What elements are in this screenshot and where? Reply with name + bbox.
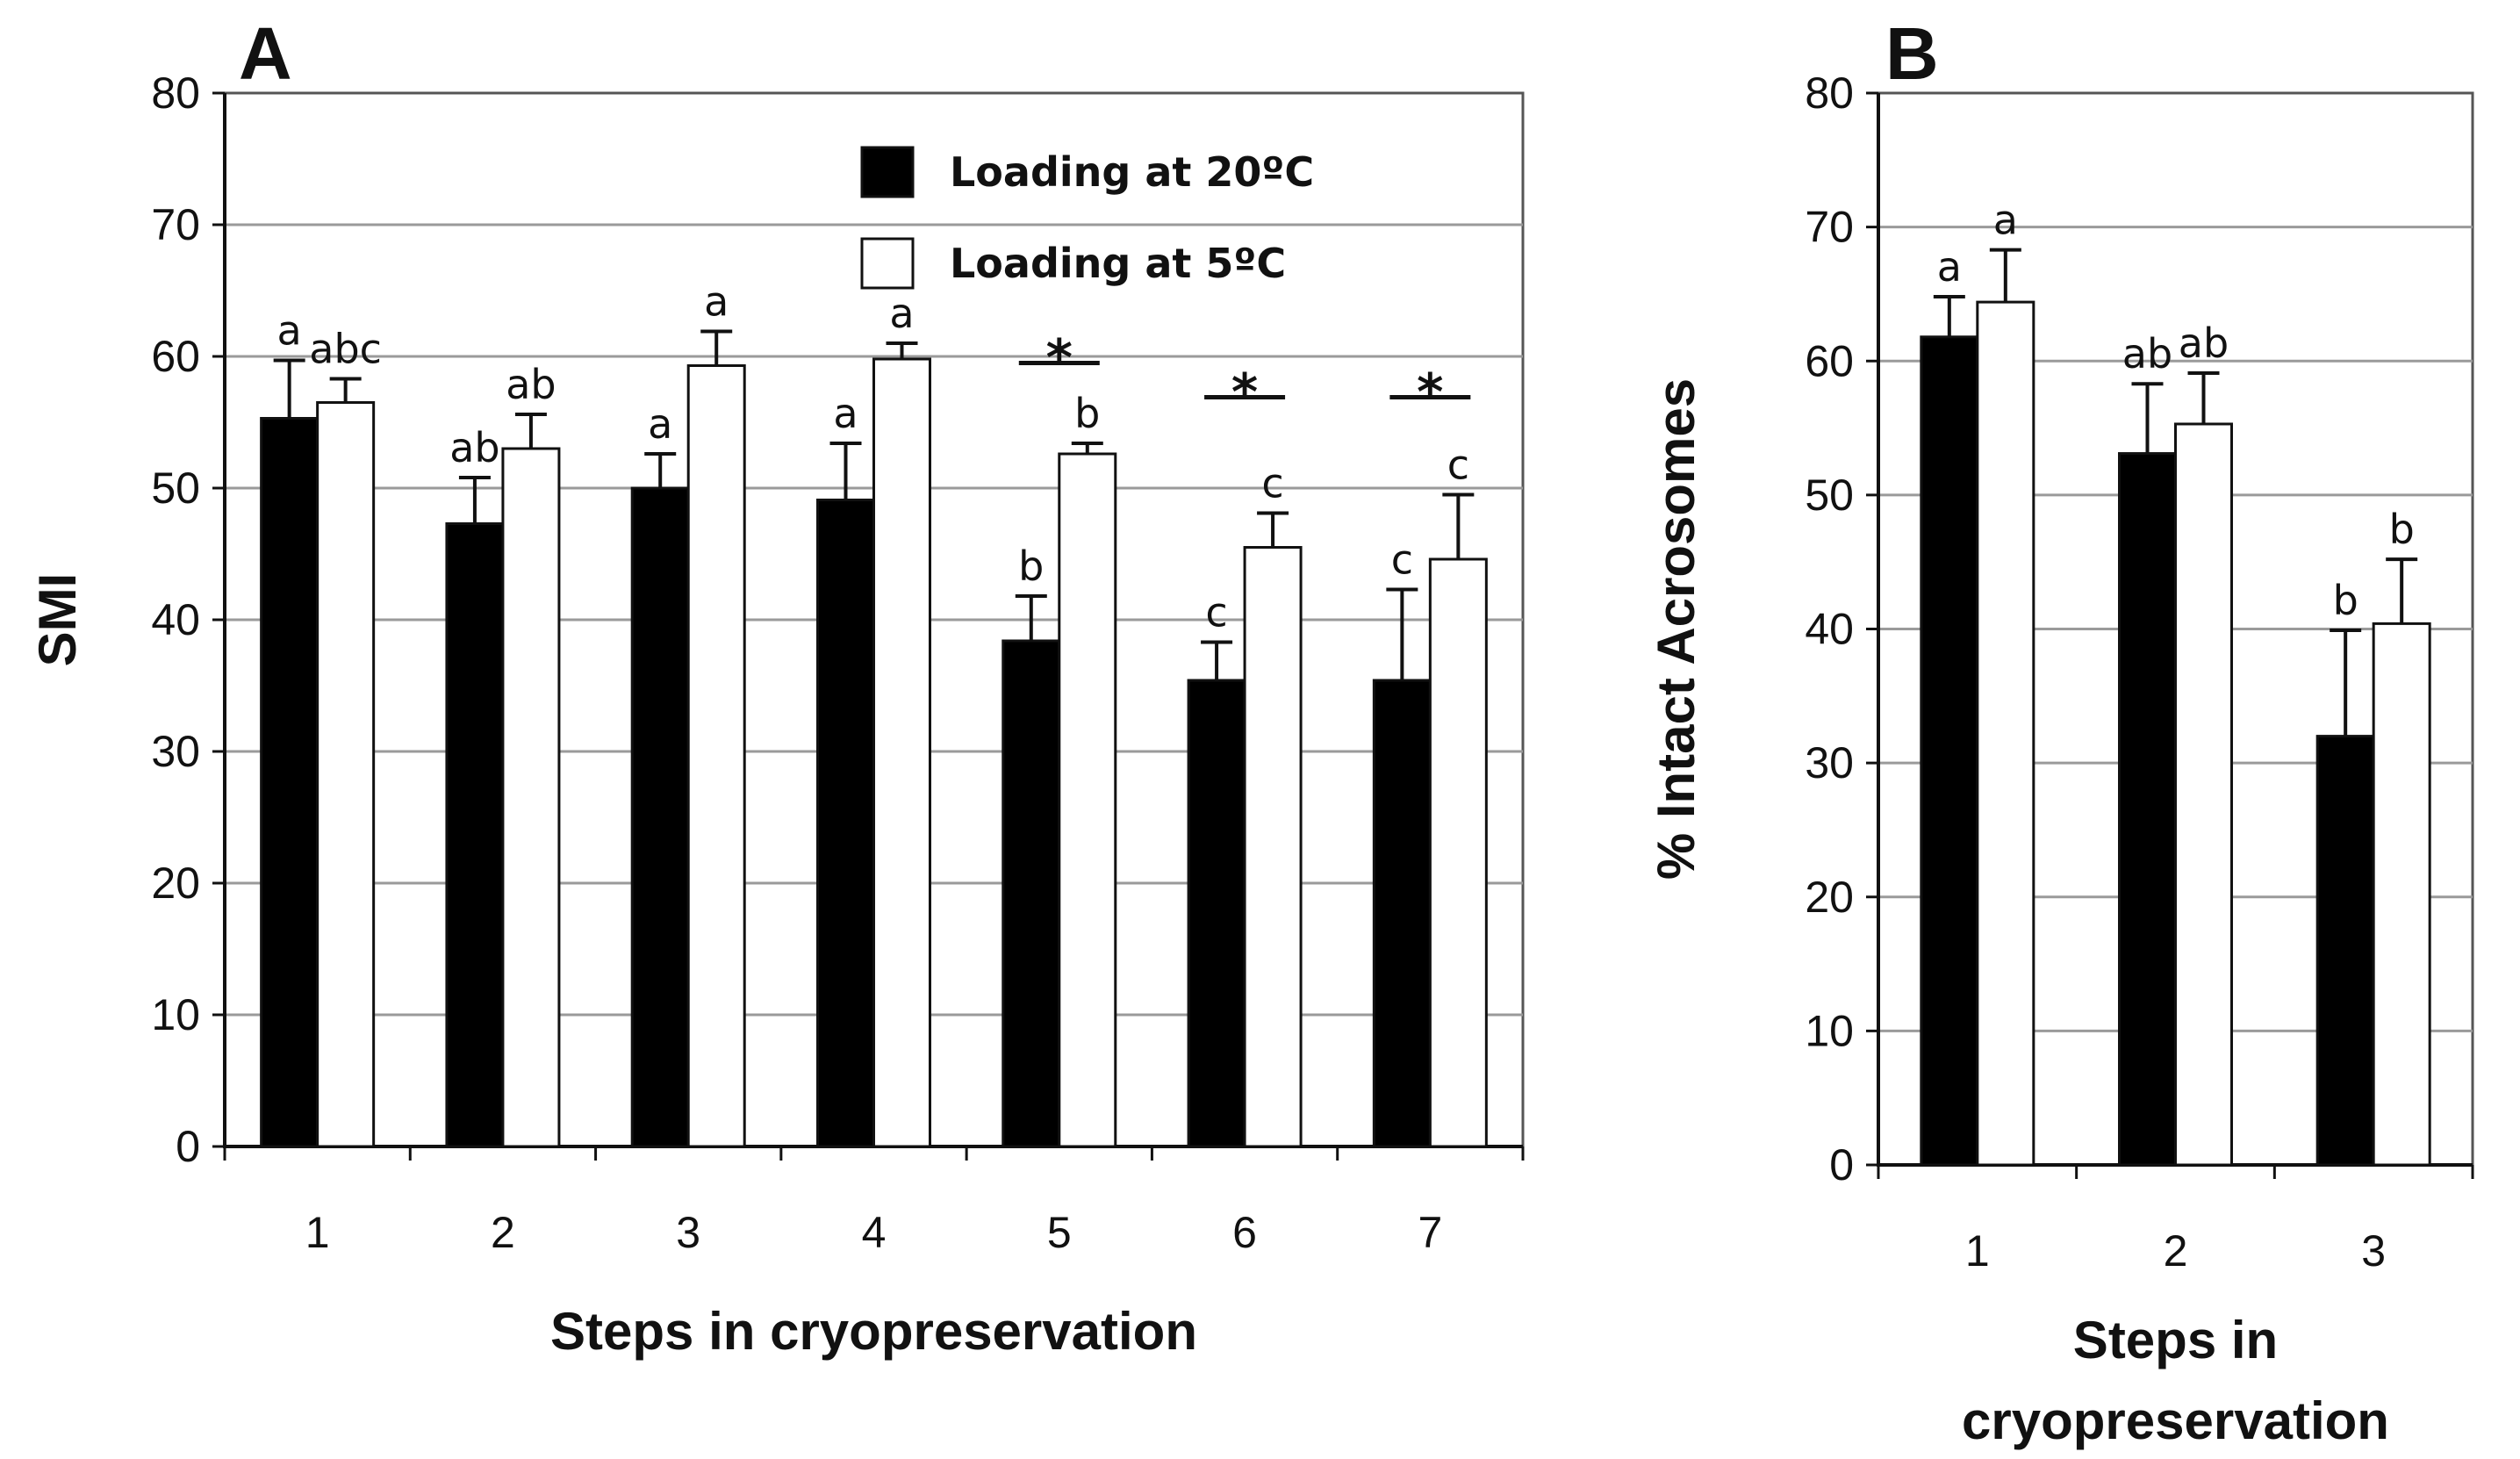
y-tick-label: 0 — [1829, 1140, 1854, 1189]
x-tick-label: 6 — [1232, 1208, 1257, 1257]
significance-letter: a — [833, 390, 858, 437]
y-tick-label: 0 — [176, 1122, 200, 1171]
x-tick-label: 3 — [2361, 1226, 2386, 1276]
y-tick-label: 80 — [151, 68, 200, 118]
bar-5c — [501, 447, 561, 1148]
bar-5c — [686, 364, 746, 1148]
bar-5c — [872, 357, 931, 1148]
bar-20c — [1372, 679, 1432, 1148]
bar-5c — [1428, 557, 1488, 1148]
y-tick-label: 70 — [1805, 203, 1854, 252]
x-axis-title-line: cryopreservation — [1962, 1391, 2389, 1450]
y-tick-label: 50 — [151, 464, 200, 513]
y-tick-label: 10 — [151, 990, 200, 1039]
x-tick-label: 3 — [676, 1208, 700, 1257]
bar-20c — [1187, 679, 1246, 1148]
bar-5c — [2174, 422, 2233, 1167]
x-axis-title: Steps in cryopreservation — [550, 1302, 1197, 1361]
x-tick-label: 2 — [2164, 1226, 2188, 1276]
y-tick-label: 60 — [151, 332, 200, 381]
significance-letter: b — [2333, 577, 2358, 624]
significance-letter: ab — [449, 424, 499, 471]
y-tick-label: 30 — [151, 727, 200, 776]
legend-swatch — [860, 237, 915, 290]
bar-20c — [2118, 452, 2177, 1167]
significance-letter: b — [1018, 543, 1044, 590]
y-tick-label: 80 — [1805, 68, 1854, 118]
bar-5c — [1243, 546, 1303, 1148]
significance-asterisk: * — [1231, 363, 1258, 422]
significance-letter: b — [2389, 506, 2415, 553]
legend-label: Loading at 5ºC — [950, 240, 1286, 287]
bar-5c — [1058, 452, 1117, 1148]
bar-20c — [816, 499, 875, 1148]
x-axis-title-line: Steps in — [2073, 1311, 2278, 1369]
y-tick-label: 70 — [151, 200, 200, 249]
x-tick-label: 1 — [305, 1208, 330, 1257]
significance-letter: c — [1447, 442, 1469, 489]
significance-letter: a — [889, 290, 914, 337]
bar-20c — [630, 486, 690, 1148]
y-axis-title: SMI — [28, 573, 87, 667]
significance-letter: ab — [2179, 320, 2229, 367]
bar-5c — [2372, 622, 2431, 1167]
legend-label: Loading at 20ºC — [950, 148, 1314, 196]
x-tick-label: 1 — [1965, 1226, 1990, 1276]
y-tick-label: 30 — [1805, 738, 1854, 787]
x-tick-label: 7 — [1418, 1208, 1442, 1257]
bar-20c — [1002, 639, 1061, 1148]
y-tick-label: 50 — [1805, 471, 1854, 520]
significance-asterisk: * — [1046, 328, 1073, 388]
bar-20c — [2315, 735, 2375, 1167]
significance-letter: ab — [506, 361, 556, 408]
bar-20c — [260, 417, 319, 1148]
legend-swatch — [860, 146, 915, 198]
panel-b-chart: 0 10 20 30 40 50 60 70 80 1 aa 2 ab ab 3 bb B % Intact Ac… — [1647, 12, 2474, 1450]
bar-20c — [1920, 335, 1979, 1167]
significance-letter: a — [1937, 243, 1962, 291]
significance-letter: a — [277, 307, 302, 355]
y-tick-label: 20 — [1805, 873, 1854, 922]
x-tick-label: 2 — [491, 1208, 515, 1257]
bar-5c — [1976, 300, 2035, 1167]
y-tick-label: 40 — [1805, 605, 1854, 654]
significance-letter: a — [1993, 197, 2018, 244]
y-axis-title: % Intact Acrosomes — [1647, 378, 1705, 880]
bar-5c — [316, 401, 376, 1148]
panel-label: A — [239, 12, 292, 95]
significance-letter: b — [1074, 390, 1100, 437]
y-tick-label: 20 — [151, 859, 200, 908]
x-tick-label: 4 — [862, 1208, 887, 1257]
significance-letter: a — [648, 400, 672, 448]
significance-letter: a — [704, 278, 729, 326]
x-tick-label: 5 — [1047, 1208, 1072, 1257]
significance-letter: c — [1205, 589, 1227, 636]
panel-label: B — [1885, 12, 1939, 95]
significance-letter: abc — [309, 326, 382, 373]
significance-letter: ab — [2122, 330, 2172, 377]
bar-20c — [445, 522, 505, 1148]
y-tick-label: 60 — [1805, 336, 1854, 385]
significance-asterisk: * — [1417, 363, 1443, 422]
significance-letter: c — [1261, 460, 1283, 507]
y-tick-label: 40 — [151, 595, 200, 644]
significance-letter: c — [1391, 536, 1413, 584]
y-tick-label: 10 — [1805, 1006, 1854, 1055]
